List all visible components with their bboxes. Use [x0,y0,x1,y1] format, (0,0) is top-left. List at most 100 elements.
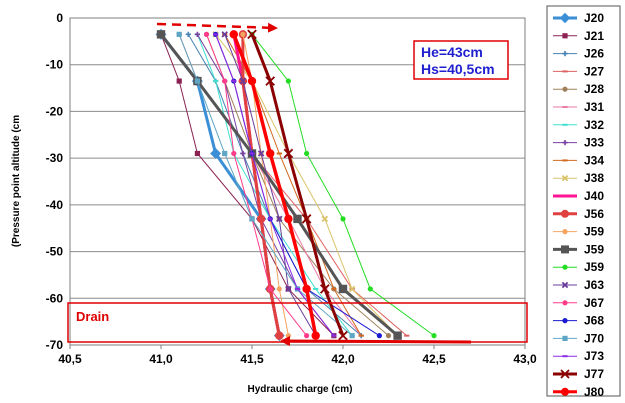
data-point [247,29,257,40]
series-line [160,34,335,337]
legend-entry-j28-4: J28 [553,82,604,96]
data-point [301,214,312,224]
legend-label: J63 [584,278,604,292]
data-point [293,214,302,224]
legend-label: J59 [584,242,604,256]
series-j59-14 [249,31,437,339]
legend-label: J38 [584,171,604,185]
legend-swatch-marker [562,335,568,341]
series-line [251,34,435,337]
data-point [393,331,402,340]
legend-swatch-marker [560,369,570,379]
legend-label: J33 [584,136,604,150]
data-point [321,215,329,223]
data-point [210,148,222,159]
legend-entry-j38-9: J38 [553,171,604,185]
y-tick-label: -10 [46,58,64,72]
data-point [222,150,228,157]
x-axis-title: Hydraulic charge (cm) [247,384,352,395]
series-line [215,34,335,336]
data-point [385,333,392,339]
bottom-flow-arrow [280,336,472,347]
legend-entry-j63-15: J63 [553,278,604,292]
data-point [239,77,247,85]
legend-label: J26 [584,47,604,61]
legend-label: J67 [584,296,604,310]
legend-label: J21 [584,29,604,43]
top-flow-arrow [156,22,278,33]
legend-entry-j34-8: J34 [553,153,604,167]
data-point [338,330,348,341]
legend-label: J34 [584,153,604,167]
data-point [240,150,246,157]
series-line [215,34,398,337]
legend-label: J70 [584,331,604,345]
legend-label: J68 [584,314,604,328]
data-point [340,216,346,222]
data-point [249,216,255,222]
legend-swatch-marker [562,264,568,270]
data-point [275,331,284,340]
data-point [376,333,382,339]
legend-swatch-marker [562,229,568,235]
data-point [302,284,311,294]
legend-swatch-marker [561,387,569,396]
legend-label: J28 [584,82,604,96]
conditions-box [413,40,509,80]
legend-label: J31 [584,100,604,114]
legend-entry-j21-1: J21 [553,29,604,43]
legend-entry-j68-17: J68 [553,314,604,328]
data-point [285,333,291,339]
data-point [229,30,238,39]
y-tick-label: -50 [46,245,64,259]
legend-label: J32 [584,118,604,132]
y-tick-label: 0 [56,11,63,25]
data-point [276,215,283,223]
series-j77-20 [247,29,348,341]
legend-entry-j73-19: J73 [553,349,604,363]
legend-entry-j59-14: J59 [553,260,604,274]
data-point [247,76,257,86]
data-point [349,333,355,339]
data-point [285,285,292,293]
legend-swatch-marker [562,33,568,39]
legend-entry-j33-7: J33 [553,136,604,150]
legend-label: J20 [584,11,604,25]
data-point [203,31,210,37]
series-line [250,33,345,337]
data-point [311,331,320,340]
legend-label: J56 [584,207,604,221]
y-tick-label: -60 [46,291,64,305]
data-point [266,149,275,158]
series-line [232,33,318,336]
data-point [348,285,356,293]
data-point [304,150,310,157]
x-tick-label: 43,0 [513,352,537,366]
data-point [284,214,293,224]
series-j80-21 [229,30,320,340]
x-tick-label: 41,5 [240,352,264,366]
series-line [206,34,307,336]
legend-entry-j67-16: J67 [553,296,604,310]
data-point [231,150,237,157]
legend-entry-j20-0: J20 [553,11,604,25]
legend-entry-j59-13: J59 [553,242,604,256]
legend: J20 J21 J26 J27 J28 J31 J32 J33 J34 J38 J40 J56 J59 J… [553,11,604,399]
legend-label: J40 [584,189,604,203]
y-tick-label: -30 [46,151,64,165]
legend-swatch-marker [562,51,568,57]
x-tick-label: 40,5 [58,352,82,366]
data-point [221,31,228,38]
data-point [285,78,291,84]
data-point [194,150,200,157]
legend-swatch-marker [559,12,571,24]
legend-swatch-marker [561,174,569,182]
data-point [156,30,166,39]
legend-entry-j32-6: J32 [553,118,604,132]
legend-label: J59 [584,225,604,239]
data-point [257,150,265,157]
legend-label: J27 [584,64,604,78]
legend-entry-j59-12: J59 [553,225,604,239]
